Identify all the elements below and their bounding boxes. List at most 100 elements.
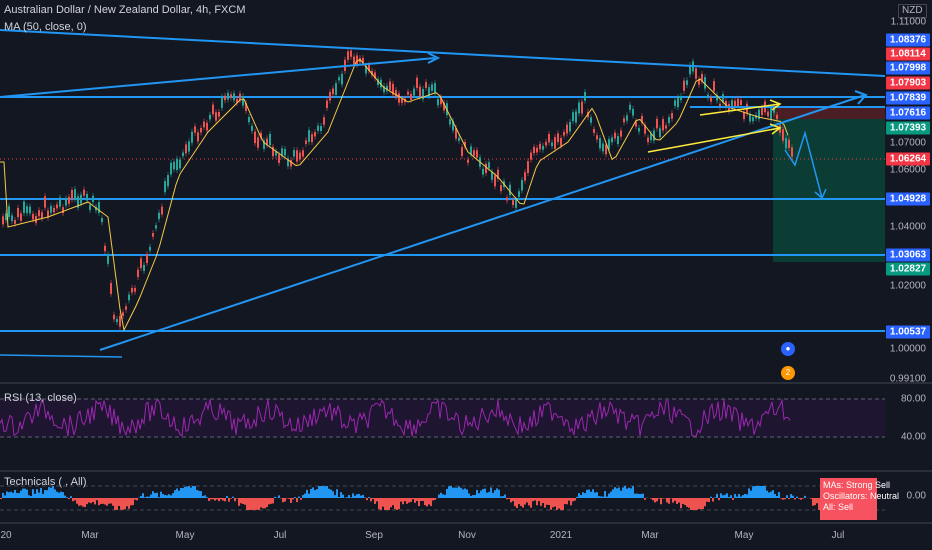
candle-body [395, 90, 397, 97]
technicals-bar [592, 489, 594, 498]
technicals-bar [186, 486, 188, 498]
technicals-bar [442, 494, 444, 498]
candle-body [263, 140, 265, 149]
symbol-title[interactable]: Australian Dollar / New Zealand Dollar, … [4, 4, 246, 16]
pane-separator[interactable] [0, 470, 932, 472]
arrow-head [814, 188, 827, 200]
technicals-bar [502, 496, 504, 498]
candle-body [641, 115, 643, 123]
rsi-canvas[interactable] [0, 384, 885, 470]
candle-body [158, 212, 160, 220]
technicals-bar [360, 495, 362, 498]
technicals-bar [54, 489, 56, 498]
candle-body [56, 204, 58, 209]
technicals-bar [578, 493, 580, 498]
candle-body [50, 206, 52, 213]
technicals-bar [616, 488, 618, 498]
candle-body [425, 82, 427, 88]
candle-body [245, 103, 247, 111]
price-label-box: 1.02827 [886, 262, 930, 276]
candle-body [11, 215, 13, 222]
technicals-bar [6, 491, 8, 498]
candle-body [308, 130, 310, 142]
rsi-axis[interactable]: 80.00 40.00 [885, 384, 932, 470]
technicals-pane[interactable]: Technicals ( , All) [0, 472, 885, 522]
technicals-bar [536, 498, 538, 506]
technicals-bar [618, 487, 620, 498]
candle-body [542, 145, 544, 150]
technicals-bar [532, 498, 534, 502]
event-count-badge: 2 [785, 368, 791, 377]
rsi-pane[interactable]: RSI (13, close) [0, 384, 885, 470]
technicals-bar [694, 498, 696, 510]
ma-indicator-label[interactable]: MA (50, close, 0) [4, 21, 87, 33]
candle-body [524, 172, 526, 181]
arrow-head [854, 90, 868, 105]
technicals-bar [176, 488, 178, 498]
technicals-bar [542, 498, 544, 504]
technicals-bar [220, 498, 222, 500]
candle-body [284, 148, 286, 156]
technicals-bar [686, 498, 688, 507]
technicals-bar [460, 487, 462, 498]
technicals-bar [0, 498, 2, 500]
technicals-bar [384, 498, 386, 510]
price-chart-canvas[interactable] [0, 0, 885, 382]
price-axis[interactable]: 1.11000 1.07000 1.06000 1.04000 1.02000 … [885, 0, 932, 385]
technicals-title[interactable]: Technicals ( , All) [4, 476, 87, 488]
pane-separator[interactable] [0, 382, 932, 384]
technicals-bar [736, 496, 738, 498]
technicals-bar [124, 498, 126, 510]
price-chart-pane[interactable]: Australian Dollar / New Zealand Dollar, … [0, 0, 885, 382]
technicals-bar [580, 495, 582, 498]
technicals-bar [112, 498, 114, 506]
candle-body [515, 199, 517, 208]
technicals-bar [642, 493, 644, 498]
candle-body [737, 98, 739, 108]
technicals-bar [296, 498, 298, 503]
technicals-bar [132, 498, 134, 506]
technicals-bar [260, 498, 262, 508]
candle-body [314, 132, 316, 137]
technicals-axis[interactable]: 0.00 [885, 472, 932, 522]
technicals-bar [584, 493, 586, 498]
candle-body [176, 158, 178, 171]
technicals-bar [102, 498, 104, 504]
candle-body [71, 190, 73, 200]
candle-body [299, 152, 301, 160]
technicals-bar [688, 498, 690, 508]
technicals-bar [680, 498, 682, 509]
technicals-bar [432, 498, 434, 501]
price-label-box: 1.07903 [886, 76, 930, 90]
rsi-title[interactable]: RSI (13, close) [4, 392, 77, 404]
technicals-bar [216, 498, 218, 500]
candle-body [167, 175, 169, 187]
candle-body [59, 197, 61, 207]
technicals-bar [106, 498, 108, 506]
candle-body [323, 117, 325, 125]
technicals-bar [80, 498, 82, 506]
earnings-event-icon[interactable]: 2 [781, 366, 795, 380]
candle-body [572, 112, 574, 122]
technicals-bar [50, 487, 52, 498]
candle-body [278, 154, 280, 163]
technicals-bar [572, 498, 574, 502]
technicals-canvas[interactable] [0, 472, 885, 522]
technicals-bar [162, 494, 164, 498]
economic-event-icon[interactable]: ● [781, 342, 795, 356]
technicals-bar [126, 498, 128, 507]
rsi-line [0, 397, 791, 437]
technicals-bar [486, 492, 488, 498]
candle-body [581, 101, 583, 114]
technicals-bar [816, 498, 818, 504]
technicals-bar [76, 498, 78, 504]
candle-body [203, 121, 205, 128]
candle-body [470, 146, 472, 155]
currency-badge[interactable]: NZD [898, 4, 927, 18]
technicals-bar [104, 498, 106, 505]
candle-body [53, 208, 55, 213]
technicals-bar [802, 498, 804, 499]
candle-body [47, 210, 49, 218]
candle-body [719, 103, 721, 108]
candle-body [545, 141, 547, 146]
